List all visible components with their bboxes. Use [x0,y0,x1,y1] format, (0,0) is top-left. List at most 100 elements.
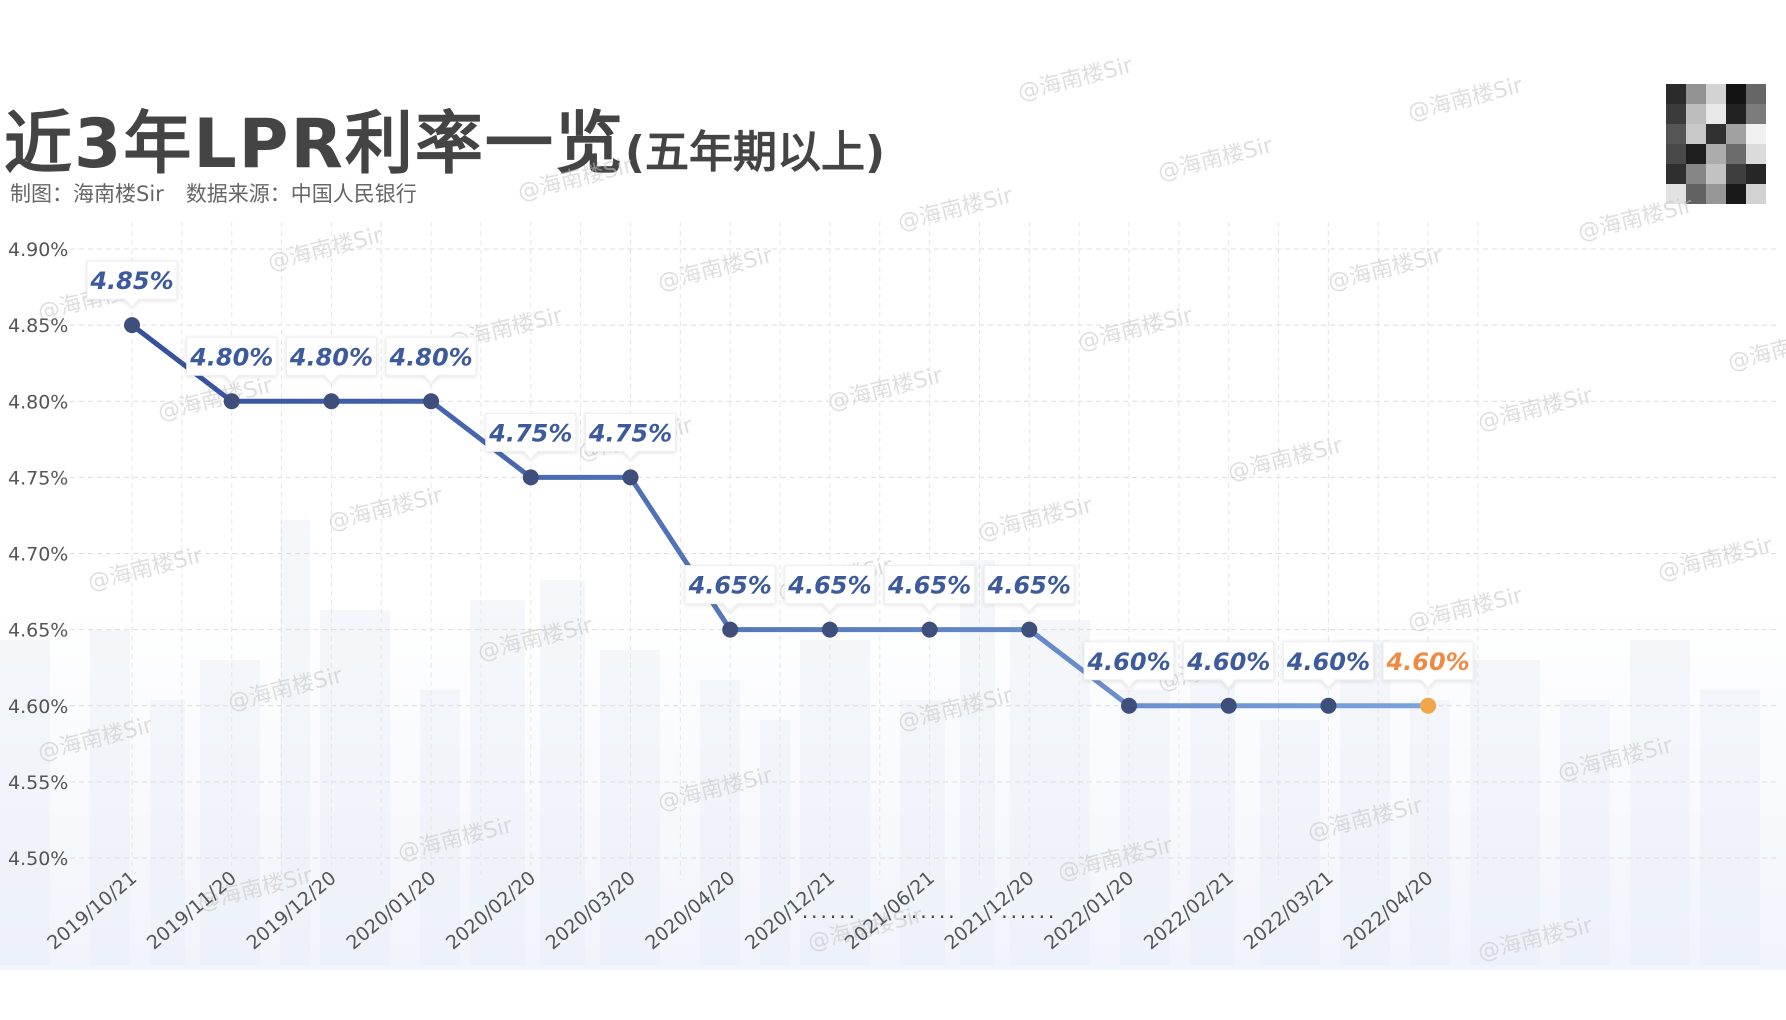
skyline-building [90,630,130,965]
skyline-building [800,640,870,965]
data-point [522,469,539,486]
data-label-callout: 4.60% [1083,641,1175,689]
data-label-box [1083,641,1175,689]
city-skyline-background [0,520,1786,970]
axis-gap-marker: ...... [1001,899,1057,923]
skyline-building [1410,700,1450,965]
y-tick-label: 4.90% [8,239,68,261]
qr-code-cell [1706,84,1726,104]
skyline-building [1560,700,1610,965]
y-tick-label: 4.70% [8,544,68,566]
qr-code-cell [1666,184,1686,204]
data-label: 4.80% [289,343,373,371]
data-point [1121,697,1137,714]
qr-code-cell [1746,84,1766,104]
data-label-box [1183,641,1275,689]
data-point [722,621,739,638]
data-labels: 4.85% 4.80% 4.80% 4.80% 4.75% 4.75% 4.65% 4.65%… [86,260,1474,689]
data-label-callout: 4.75% [585,412,676,461]
watermark-text: @海南楼Sir [825,363,946,416]
watermark-text: @海南楼Sir [1155,133,1276,186]
data-label-callout: 4.80% [385,336,477,385]
data-label-box [186,336,278,385]
skyline-building [150,700,185,965]
data-label-callout: 4.80% [186,336,278,385]
qr-code-cell [1726,144,1746,164]
watermark-text: @海南楼Sir [1725,323,1786,376]
chart-title: 近3年LPR利率一览(五年期以上) [4,88,885,187]
data-point [1320,697,1337,714]
data-label-box [86,260,178,308]
data-label-box [784,565,876,613]
watermark-text: @海南楼Sir [1575,193,1696,246]
watermark-text: @海南楼Sir [1405,73,1526,126]
watermark-text: @海南楼Sir [1475,383,1596,436]
skyline-building [280,520,310,965]
watermark-text: @海南楼Sir [1075,303,1196,356]
y-axis: 4.90% 4.85% 4.80% 4.75% 4.70% 4.65% 4.60% 4.55%… [8,239,68,870]
qr-code-cell [1706,144,1726,164]
qr-code-icon [1666,84,1766,204]
data-point [223,393,240,410]
skyline-building [1340,640,1390,965]
y-tick-label: 4.65% [8,620,68,642]
chart-grid [70,222,1778,880]
qr-code-cell [1666,164,1686,184]
data-label-callout: 4.60% [1282,641,1374,689]
data-label-box [285,336,377,385]
data-label-box [1282,641,1374,689]
data-label-box [1382,641,1474,689]
qr-code-cell [1706,124,1726,144]
y-tick-label: 4.80% [8,391,68,413]
data-label: 4.60% [1186,648,1270,676]
data-label: 4.85% [89,267,173,295]
qr-code-cell [1726,124,1746,144]
credit-source: 数据来源：中国人民银行 [185,182,417,206]
data-label-callout: 4.80% [285,336,377,385]
data-label-callout: 4.65% [784,565,876,613]
data-label: 4.65% [887,572,971,600]
y-tick-label: 4.60% [8,696,68,718]
watermark-text: @海南楼Sir [655,243,776,296]
data-label-callout: 4.85% [86,260,178,308]
data-point [423,393,440,410]
data-label-box [684,565,776,613]
data-label-callout: 4.60% [1183,641,1275,689]
skyline-building [200,660,260,965]
skyline-building [1700,690,1760,965]
qr-code-cell [1686,124,1706,144]
data-point [821,621,838,638]
qr-code-cell [1726,184,1746,204]
skyline-building [1010,620,1090,965]
chart-credit: 制图：海南楼Sir 数据来源：中国人民银行 [10,178,417,208]
data-label: 4.65% [787,572,871,600]
data-label-callout: 4.65% [684,565,776,613]
qr-code-cell [1726,104,1746,124]
watermark-text: @海南楼Sir [265,223,386,276]
watermark-text: @海南楼Sir [975,493,1096,546]
qr-code-cell [1706,184,1726,204]
data-point [921,621,938,638]
skyline-building [1470,660,1540,965]
qr-code-cell [1666,104,1686,124]
data-label-box [884,565,976,613]
qr-code-cell [1686,164,1706,184]
y-tick-label: 4.50% [8,848,68,870]
data-label: 4.60% [1086,648,1170,676]
axis-gap-marker: ...... [902,899,958,923]
credit-author: 制图：海南楼Sir [10,182,164,206]
skyline-building [700,680,740,965]
data-points [124,317,1437,714]
watermark-text: @海南楼Sir [85,543,206,596]
skyline-building [760,720,790,965]
qr-code-cell [1666,124,1686,144]
y-tick-label: 4.55% [8,772,68,794]
data-label-box [983,565,1075,613]
watermark-text: @海南楼Sir [325,483,446,536]
qr-code-cell [1686,184,1706,204]
qr-code-cell [1746,144,1766,164]
data-label: 4.65% [688,572,772,600]
data-label-box [385,336,477,385]
background-fade [0,600,1786,970]
